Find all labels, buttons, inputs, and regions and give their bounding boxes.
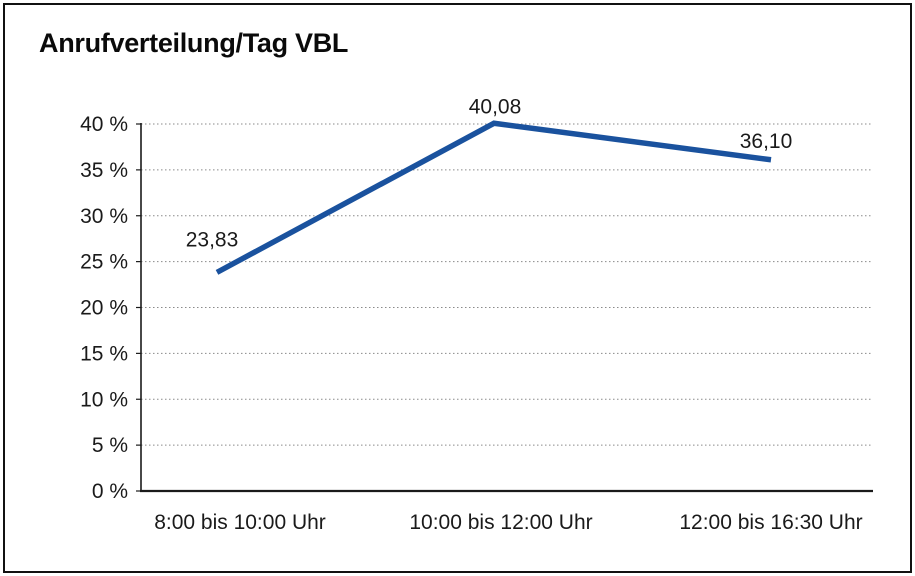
x-axis-label: 12:00 bis 16:30 Uhr <box>679 511 862 534</box>
y-axis-label: 0 % <box>92 480 128 503</box>
y-axis-label: 15 % <box>80 342 128 365</box>
series-group <box>215 120 772 275</box>
y-axis-label: 10 % <box>80 388 128 411</box>
y-axis-label: 20 % <box>80 297 128 320</box>
axes-group <box>136 123 873 493</box>
data-label: 23,83 <box>186 228 239 251</box>
gridlines-group <box>141 123 873 446</box>
labels-group: 0 % 5 % 10 % 15 % 20 % 25 % 30 % 35 % 40 % 23,83 4… <box>80 95 863 534</box>
y-axis-label: 5 % <box>92 434 128 457</box>
chart-title: Anrufverteilung/Tag VBL <box>39 28 349 58</box>
x-axis-label: 8:00 bis 10:00 Uhr <box>154 511 326 534</box>
y-axis-label: 35 % <box>80 159 128 182</box>
x-axis-label: 10:00 bis 12:00 Uhr <box>409 511 592 534</box>
series-line <box>215 120 772 275</box>
y-axis-label: 25 % <box>80 251 128 274</box>
y-axis-label: 40 % <box>80 113 128 136</box>
data-label: 36,10 <box>740 130 793 153</box>
y-axis-label: 30 % <box>80 205 128 228</box>
data-label: 40,08 <box>469 95 522 118</box>
